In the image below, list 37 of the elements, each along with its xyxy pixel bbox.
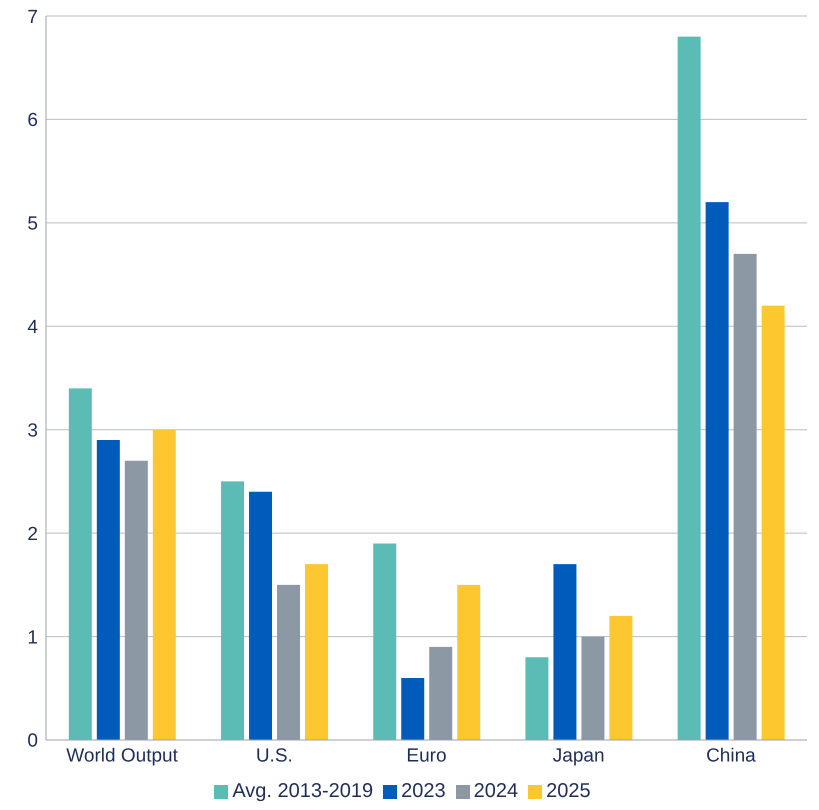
x-tick-label: Japan xyxy=(552,745,605,766)
bar xyxy=(124,460,148,740)
x-tick-label: China xyxy=(706,745,756,766)
y-tick-label: 6 xyxy=(27,110,38,132)
bar xyxy=(429,646,452,740)
bar xyxy=(277,584,300,740)
x-tick-label: U.S. xyxy=(256,745,293,766)
bar xyxy=(525,657,548,740)
bar xyxy=(249,492,272,740)
bar xyxy=(457,584,480,740)
bar xyxy=(152,430,176,740)
y-tick-label: 4 xyxy=(27,317,38,338)
legend-label: Avg. 2013-2019 xyxy=(232,780,374,802)
bar xyxy=(68,388,92,740)
y-tick-label: 1 xyxy=(27,627,38,648)
x-tick-label: Euro xyxy=(406,745,447,766)
bar xyxy=(96,440,120,740)
y-tick-label: 2 xyxy=(27,524,38,545)
bar xyxy=(401,678,424,740)
legend-label: 2025 xyxy=(546,780,591,802)
y-tick-label: 5 xyxy=(27,214,38,235)
bar xyxy=(706,202,729,740)
bar xyxy=(734,254,757,740)
bar xyxy=(678,36,701,740)
y-tick-label: 3 xyxy=(27,420,38,442)
bar xyxy=(221,481,244,740)
bar xyxy=(762,306,785,740)
y-tick-label: 0 xyxy=(27,730,38,752)
bar xyxy=(305,564,328,740)
bar xyxy=(581,636,604,740)
bar xyxy=(373,543,396,740)
legend-label: 2023 xyxy=(401,780,446,802)
legend-label: 2024 xyxy=(474,780,518,802)
bar xyxy=(553,564,576,740)
y-tick-label: 7 xyxy=(27,6,38,28)
x-tick-label: World Output xyxy=(66,745,179,766)
bar xyxy=(609,616,632,740)
